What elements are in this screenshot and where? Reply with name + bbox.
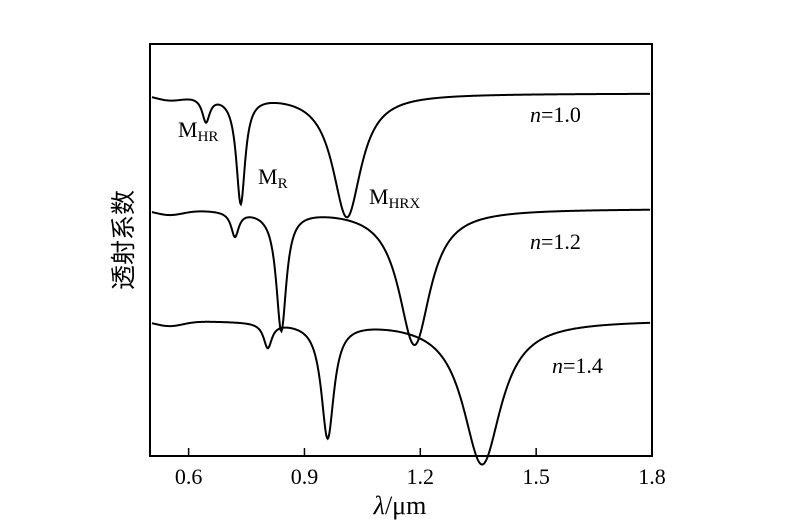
series-label-n1: n=1.0 — [530, 102, 581, 127]
x-tick-label-4: 1.8 — [638, 464, 666, 489]
annotation-mhrx-sub: HRX — [389, 196, 421, 212]
series-curve-1 — [151, 208, 651, 347]
y-axis-title: 透射系数 — [109, 190, 138, 290]
series-label-n2: n=1.2 — [530, 229, 581, 254]
series-label-n1-var: n — [530, 102, 541, 127]
annotation-mhr-sub: HR — [198, 129, 219, 145]
annotation-mhr: MHR — [178, 117, 218, 145]
x-axis-symbol: λ — [373, 491, 385, 520]
series-label-n3-value: =1.4 — [563, 353, 603, 378]
series-label-n3-var: n — [552, 353, 563, 378]
x-tick-label-2: 1.2 — [407, 464, 435, 489]
x-axis-title: λ/μm — [373, 491, 427, 520]
x-tick-label-3: 1.5 — [522, 464, 550, 489]
annotation-mhrx-main: M — [369, 184, 389, 209]
x-axis-unit: /μm — [385, 491, 426, 520]
x-axis-ticks: 0.6 0.9 1.2 1.5 1.8 — [175, 448, 666, 489]
annotation-mhr-main: M — [178, 117, 198, 142]
annotation-mr-sub: R — [278, 176, 288, 192]
annotation-mr-main: M — [258, 164, 278, 189]
series-label-n3: n=1.4 — [552, 353, 603, 378]
x-tick-label-1: 0.9 — [291, 464, 319, 489]
plot-frame — [149, 43, 653, 457]
series-curves — [151, 92, 651, 466]
series-label-n2-value: =1.2 — [541, 229, 581, 254]
annotation-mr: MR — [258, 164, 288, 192]
series-curve-0 — [151, 92, 651, 219]
x-tick-label-0: 0.6 — [175, 464, 203, 489]
series-label-n2-var: n — [530, 229, 541, 254]
annotation-mhrx: MHRX — [369, 184, 420, 212]
series-curve-2 — [151, 320, 651, 466]
series-label-n1-value: =1.0 — [541, 102, 581, 127]
